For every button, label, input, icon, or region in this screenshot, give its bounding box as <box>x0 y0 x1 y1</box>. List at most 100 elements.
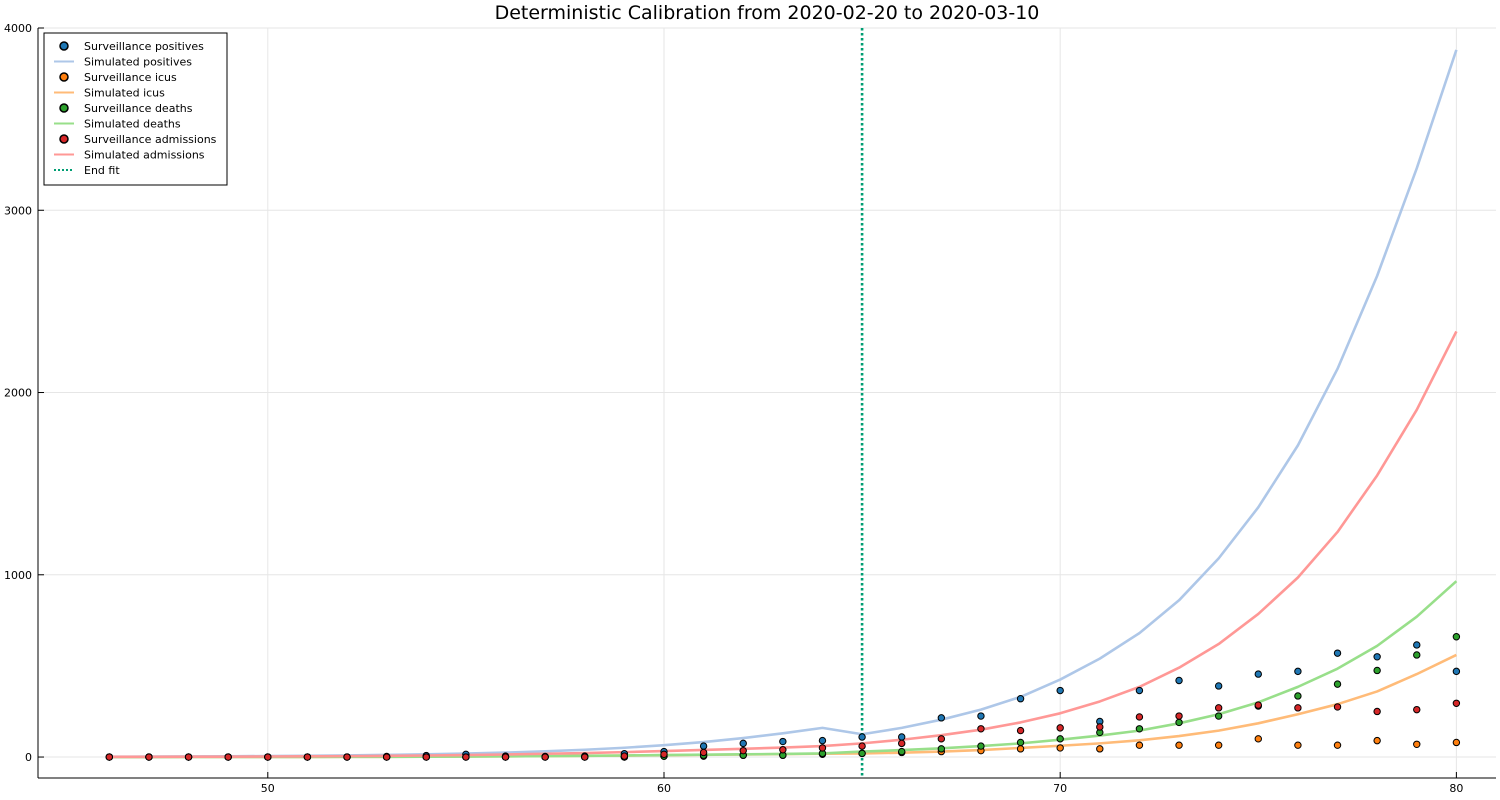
y-tick-label: 1000 <box>4 569 32 582</box>
surveillance-admissions-point <box>818 744 827 752</box>
surveillance-positives-point <box>1175 676 1183 685</box>
surveillance-deaths-point <box>1333 680 1342 688</box>
surveillance-admissions-point <box>1452 699 1461 707</box>
surveillance-positives-point <box>1135 686 1144 695</box>
surveillance-positives-point <box>1452 667 1461 676</box>
surveillance-deaths-point <box>1175 718 1183 727</box>
surveillance-admissions-point <box>224 753 232 761</box>
y-tick-label: 0 <box>25 751 32 764</box>
surveillance-admissions-point <box>1254 701 1262 709</box>
surveillance-positives-point <box>1016 695 1025 703</box>
surveillance-admissions-point <box>660 750 668 759</box>
surveillance-positives-point <box>699 742 708 750</box>
surveillance-admissions-point <box>1096 723 1104 731</box>
x-tick-label: 70 <box>1053 782 1067 795</box>
simulated-positives-line <box>109 49 1458 758</box>
surveillance-deaths-point <box>1214 712 1223 720</box>
tick-labels: 50 60 70 80 0 1000 2000 3000 4000 <box>4 22 1463 795</box>
surveillance-admissions-point <box>898 739 906 748</box>
surveillance-positives-point <box>977 712 985 720</box>
legend-label: Surveillance deaths <box>84 102 193 115</box>
surveillance-deaths-point <box>1056 735 1064 743</box>
legend: Surveillance positives Simulated positive… <box>43 32 228 186</box>
surveillance-admissions-point <box>699 748 708 757</box>
chart-title: Deterministic Calibration from 2020-02-2… <box>495 2 1040 24</box>
surveillance-admissions-point <box>1056 724 1064 732</box>
surveillance-deaths-point <box>1294 692 1302 700</box>
y-tick-label: 3000 <box>4 204 32 217</box>
surveillance-admissions-point <box>937 735 946 743</box>
surveillance-deaths-point <box>1452 633 1461 641</box>
surveillance-admissions-point <box>462 753 470 761</box>
surveillance-admissions-point <box>858 742 866 750</box>
surveillance-positives-point <box>1413 641 1421 649</box>
surveillance-positives-point <box>1056 686 1064 695</box>
y-tick-label: 2000 <box>4 387 32 400</box>
surveillance-icus-point <box>1254 735 1262 743</box>
surveillance-icus-point <box>1056 744 1064 752</box>
surveillance-deaths-point <box>1413 651 1421 659</box>
series-points <box>105 633 1461 761</box>
surveillance-positives-point <box>818 736 827 745</box>
x-tick-label: 80 <box>1449 782 1463 795</box>
legend-box <box>43 32 228 186</box>
surveillance-positives-point <box>739 739 747 748</box>
surveillance-icus-point <box>1373 736 1381 745</box>
grid-lines <box>38 27 1496 778</box>
surveillance-deaths-point <box>858 749 866 758</box>
surveillance-icus-point <box>1452 738 1461 747</box>
surveillance-admissions-point <box>145 753 153 761</box>
surveillance-admissions-point <box>620 752 629 760</box>
surveillance-positives-point <box>1333 649 1342 657</box>
legend-marker <box>59 41 69 51</box>
x-tick-label: 60 <box>657 782 671 795</box>
surveillance-positives-point <box>1294 667 1302 676</box>
surveillance-admissions-point <box>1214 704 1223 712</box>
surveillance-admissions-point <box>105 753 114 761</box>
surveillance-icus-point <box>1214 741 1223 749</box>
surveillance-admissions-point <box>1135 713 1144 721</box>
surveillance-admissions-point <box>581 753 589 761</box>
surveillance-icus-point <box>1294 741 1302 749</box>
legend-label: Simulated icus <box>84 87 165 100</box>
surveillance-icus-point <box>1016 745 1025 753</box>
x-tick-label: 50 <box>261 782 275 795</box>
surveillance-admissions-point <box>1175 712 1183 720</box>
surveillance-deaths-point <box>898 747 906 756</box>
surveillance-admissions-point <box>382 753 391 761</box>
legend-label: Surveillance admissions <box>84 133 217 146</box>
surveillance-icus-point <box>1413 740 1421 748</box>
surveillance-admissions-point <box>739 746 747 755</box>
surveillance-admissions-point <box>422 753 430 761</box>
surveillance-admissions-point <box>1294 704 1302 712</box>
legend-label: Surveillance positives <box>84 40 204 53</box>
surveillance-deaths-point <box>1135 725 1144 733</box>
surveillance-admissions-point <box>343 753 351 761</box>
legend-marker <box>59 103 69 113</box>
surveillance-admissions-point <box>1016 726 1025 735</box>
surveillance-positives-point <box>1254 670 1262 678</box>
surveillance-icus-point <box>1175 741 1183 749</box>
surveillance-admissions-point <box>1333 703 1342 711</box>
surveillance-positives-point <box>937 714 946 722</box>
simulated-deaths-line <box>109 580 1458 759</box>
surveillance-positives-point <box>1214 682 1223 690</box>
surveillance-icus-point <box>1096 745 1104 753</box>
legend-label: Simulated deaths <box>84 118 181 131</box>
surveillance-positives-point <box>898 733 906 741</box>
y-tick-label: 4000 <box>4 22 32 35</box>
surveillance-positives-point <box>779 737 787 746</box>
surveillance-admissions-point <box>779 746 787 754</box>
surveillance-admissions-point <box>303 753 312 761</box>
surveillance-admissions-point <box>1413 705 1421 714</box>
axes <box>37 27 1496 779</box>
surveillance-admissions-point <box>541 753 549 761</box>
legend-label: End fit <box>84 164 120 177</box>
surveillance-admissions-point <box>184 753 193 761</box>
simulated-admissions-line <box>109 330 1458 759</box>
surveillance-positives-point <box>858 733 866 741</box>
legend-marker <box>59 72 69 82</box>
legend-label: Simulated admissions <box>84 149 205 162</box>
surveillance-deaths-point <box>937 745 946 753</box>
